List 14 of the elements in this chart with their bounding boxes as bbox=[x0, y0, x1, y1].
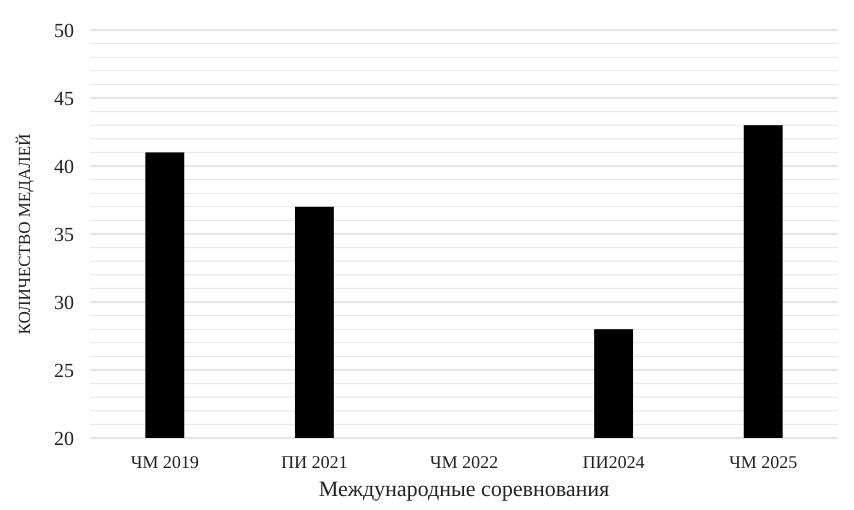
y-tick-label: 40 bbox=[54, 156, 74, 178]
y-tick-label: 30 bbox=[54, 292, 74, 314]
x-tick-label: ЧМ 2022 bbox=[430, 452, 498, 472]
x-tick-label: ПИ2024 bbox=[582, 452, 645, 472]
x-tick-label: ЧМ 2019 bbox=[130, 452, 199, 472]
y-tick-label: 25 bbox=[54, 360, 74, 382]
y-tick-label: 45 bbox=[54, 88, 74, 110]
y-tick-label: 50 bbox=[54, 20, 74, 42]
y-tick-label: 20 bbox=[54, 428, 74, 450]
x-tick-label: ПИ 2021 bbox=[281, 452, 348, 472]
x-tick-label: ЧМ 2025 bbox=[729, 452, 798, 472]
y-tick-label: 35 bbox=[54, 224, 74, 246]
x-axis-title: Международные соревнования bbox=[318, 476, 610, 501]
y-axis-title: КОЛИЧЕСТВО МЕДАЛЕЙ bbox=[15, 134, 34, 334]
